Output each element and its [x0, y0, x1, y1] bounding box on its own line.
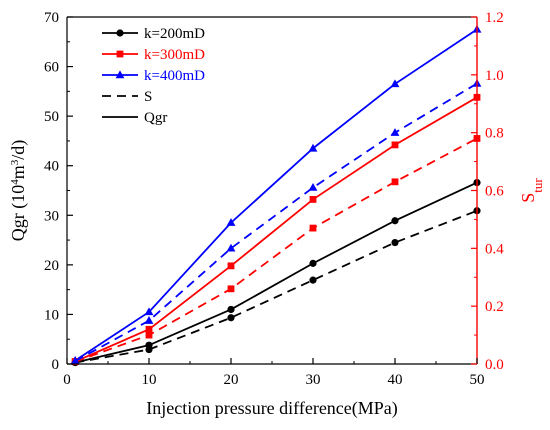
data-point-3-1 [145, 345, 153, 354]
y-right-tick-label-6: 1.2 [485, 10, 504, 26]
y-right-tick-label-3: 0.6 [485, 184, 504, 200]
y-left-tick-label-1: 10 [44, 307, 59, 323]
y-left-tick-label-4: 40 [44, 159, 59, 175]
y-left-title-sup2: 3 [9, 159, 21, 165]
y-left-tick-label-2: 20 [44, 258, 59, 274]
data-point-3-4 [391, 238, 399, 247]
data-point-5-4 [390, 128, 400, 136]
y-right-tick-label-2: 0.4 [485, 241, 504, 257]
y-right-title-base: S [518, 193, 538, 203]
series-layer [70, 24, 482, 367]
legend-item-0: k=200mD [102, 26, 205, 42]
y-right-tick-label-0: 0.0 [485, 357, 504, 373]
series-3 [71, 207, 481, 367]
y-left-tick-label-7: 70 [44, 10, 59, 26]
data-point-1-1 [145, 325, 153, 333]
legend-item-3: S [102, 89, 152, 105]
data-point-2-1 [144, 307, 154, 316]
y-axis-left-title: Qgr (104m3/d) [8, 140, 29, 242]
y-left-title-mid: m [8, 165, 28, 179]
y-left-tick-label-3: 30 [44, 208, 59, 224]
data-point-4-2 [227, 285, 235, 293]
x-tick-label-0: 0 [63, 372, 71, 388]
legend-item-4: Qgr [102, 110, 167, 126]
legend-marker-1 [116, 50, 124, 58]
y-left-tick-label-6: 60 [44, 60, 59, 76]
series-5 [70, 78, 482, 365]
series-line-4 [74, 137, 478, 363]
x-axis-title: Injection pressure difference(MPa) [146, 398, 398, 419]
axes-layer: 0 10 20 30 40 50 0 10 20 30 40 50 60 70 0.0 0.2 0.4 0.6 0.… [44, 10, 504, 388]
series-0 [71, 178, 481, 367]
data-point-2-4 [390, 79, 400, 88]
data-point-1-3 [309, 196, 317, 203]
y-left-tick-label-0: 0 [52, 357, 60, 373]
data-point-5-2 [226, 243, 236, 252]
data-point-1-4 [391, 141, 399, 149]
data-point-2-3 [308, 143, 318, 152]
y-right-tick-label-4: 0.8 [485, 126, 504, 142]
legend-item-1: k=300mD [102, 47, 205, 63]
data-point-4-3 [309, 224, 317, 232]
y-left-tick-label-5: 50 [44, 109, 59, 125]
series-line-5 [74, 82, 478, 362]
x-tick-label-1: 10 [142, 372, 157, 388]
data-point-5-1 [144, 316, 154, 324]
data-point-3-2 [227, 314, 235, 322]
x-tick-label-4: 40 [388, 372, 403, 388]
data-point-3-3 [309, 276, 317, 284]
legend-marker-0 [116, 29, 124, 37]
series-line-3 [75, 209, 478, 364]
y-left-title-sup1: 4 [9, 179, 21, 185]
legend-label-1: k=300mD [144, 47, 205, 63]
legend-label-2: k=400mD [144, 68, 205, 84]
legend-marker-2 [115, 70, 125, 79]
data-point-4-4 [391, 178, 399, 186]
data-point-0-3 [309, 259, 317, 267]
y-left-title-base: Qgr (10 [8, 185, 29, 242]
y-right-tick-label-5: 1.0 [485, 68, 504, 84]
data-point-1-2 [227, 262, 235, 270]
series-line-2 [74, 28, 478, 362]
series-line-1 [74, 96, 478, 363]
legend-label-4: Qgr [144, 110, 167, 126]
y-axis-right-title: Stur [518, 178, 545, 203]
data-point-2-2 [226, 218, 236, 226]
y-left-title-end: /d) [8, 140, 29, 160]
x-tick-label-5: 50 [470, 372, 485, 388]
data-point-0-2 [227, 305, 235, 314]
data-point-5-0 [70, 356, 80, 365]
data-point-5-3 [308, 183, 318, 191]
series-line-0 [74, 181, 478, 364]
legend-label-0: k=200mD [144, 26, 205, 42]
legend-label-3: S [144, 89, 152, 105]
x-tick-label-3: 30 [306, 372, 321, 388]
x-tick-label-2: 20 [224, 372, 239, 388]
y-right-title-sub: tur [530, 178, 545, 193]
y-right-tick-label-1: 0.2 [485, 299, 504, 315]
legend: k=200mD k=300mD k=400mD S Qgr [102, 26, 205, 126]
data-point-4-1 [145, 331, 153, 339]
legend-item-2: k=400mD [102, 68, 205, 84]
data-point-0-4 [391, 217, 399, 225]
series-4 [71, 135, 481, 366]
series-1 [71, 93, 481, 365]
